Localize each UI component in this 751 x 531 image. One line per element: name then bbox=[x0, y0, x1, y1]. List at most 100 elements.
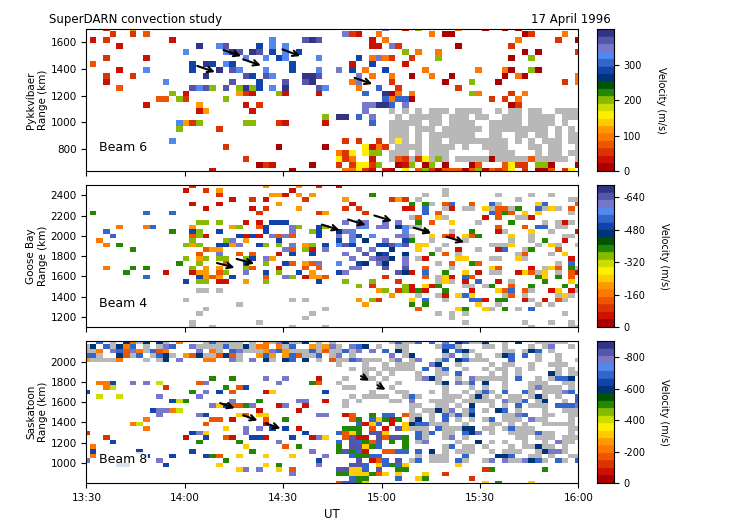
Bar bbox=[569, 207, 575, 211]
Bar bbox=[569, 408, 575, 413]
Bar bbox=[249, 435, 256, 440]
Bar bbox=[362, 435, 369, 440]
Bar bbox=[422, 440, 429, 444]
Bar bbox=[229, 61, 236, 67]
Bar bbox=[436, 293, 442, 297]
Bar bbox=[396, 362, 402, 367]
Bar bbox=[203, 84, 210, 90]
Bar bbox=[89, 335, 96, 339]
Bar bbox=[541, 404, 548, 408]
Bar bbox=[170, 335, 176, 339]
Bar bbox=[210, 404, 216, 408]
Bar bbox=[89, 444, 96, 449]
Bar bbox=[569, 376, 575, 381]
Bar bbox=[216, 339, 222, 344]
Bar bbox=[289, 188, 296, 193]
Bar bbox=[376, 256, 382, 261]
Bar bbox=[442, 279, 448, 284]
Bar bbox=[535, 132, 541, 138]
Text: Beam 8: Beam 8 bbox=[98, 453, 147, 466]
Bar bbox=[289, 229, 296, 234]
Bar bbox=[263, 390, 269, 395]
Bar bbox=[489, 458, 495, 463]
Bar bbox=[263, 229, 269, 234]
Bar bbox=[236, 385, 243, 390]
Bar bbox=[396, 43, 402, 49]
Bar bbox=[555, 288, 562, 293]
Bar bbox=[462, 108, 469, 114]
Bar bbox=[203, 390, 210, 395]
Bar bbox=[163, 79, 170, 84]
Bar bbox=[276, 404, 282, 408]
Bar bbox=[216, 288, 222, 293]
Bar bbox=[535, 353, 541, 358]
Bar bbox=[515, 431, 522, 435]
Bar bbox=[110, 381, 116, 385]
Bar bbox=[562, 449, 569, 453]
Bar bbox=[469, 202, 475, 207]
Bar bbox=[402, 238, 409, 243]
Bar bbox=[448, 316, 455, 320]
Bar bbox=[522, 422, 529, 426]
Bar bbox=[263, 207, 269, 211]
Bar bbox=[562, 225, 569, 229]
Bar bbox=[355, 261, 362, 266]
Bar bbox=[548, 150, 555, 156]
Bar bbox=[203, 207, 210, 211]
Bar bbox=[303, 197, 309, 202]
Bar bbox=[376, 225, 382, 229]
Bar bbox=[489, 376, 495, 381]
Bar bbox=[415, 138, 422, 144]
Bar bbox=[203, 266, 210, 270]
Bar bbox=[263, 358, 269, 362]
Bar bbox=[103, 381, 110, 385]
Bar bbox=[130, 266, 136, 270]
Bar bbox=[575, 197, 581, 202]
Y-axis label: Velocity (m/s): Velocity (m/s) bbox=[656, 67, 665, 134]
Bar bbox=[309, 349, 315, 353]
Bar bbox=[555, 108, 562, 114]
Bar bbox=[469, 426, 475, 431]
Bar bbox=[389, 449, 396, 453]
Bar bbox=[396, 90, 402, 97]
Bar bbox=[409, 404, 415, 408]
Bar bbox=[396, 449, 402, 453]
Bar bbox=[409, 156, 415, 162]
Bar bbox=[315, 353, 322, 358]
Bar bbox=[462, 426, 469, 431]
Bar bbox=[462, 284, 469, 288]
Bar bbox=[322, 399, 329, 404]
Bar bbox=[336, 349, 342, 353]
Bar bbox=[508, 114, 515, 121]
Bar bbox=[429, 362, 436, 367]
Bar bbox=[349, 467, 355, 472]
Bar bbox=[236, 234, 243, 238]
Bar bbox=[289, 247, 296, 252]
Bar bbox=[182, 335, 189, 339]
Bar bbox=[362, 422, 369, 426]
Bar bbox=[136, 335, 143, 339]
Bar bbox=[515, 367, 522, 372]
Bar bbox=[409, 216, 415, 220]
Bar bbox=[402, 162, 409, 168]
Bar bbox=[415, 108, 422, 114]
Bar bbox=[249, 90, 256, 97]
Bar bbox=[469, 207, 475, 211]
Bar bbox=[355, 435, 362, 440]
Bar bbox=[429, 335, 436, 339]
Bar bbox=[163, 385, 170, 390]
Bar bbox=[362, 67, 369, 73]
Bar bbox=[535, 449, 541, 453]
Bar bbox=[462, 390, 469, 395]
Bar bbox=[256, 344, 263, 349]
Bar bbox=[336, 162, 342, 168]
Bar bbox=[442, 126, 448, 132]
Bar bbox=[389, 417, 396, 422]
Bar bbox=[535, 435, 541, 440]
Bar bbox=[309, 270, 315, 275]
Bar bbox=[303, 316, 309, 320]
Bar bbox=[462, 320, 469, 325]
Bar bbox=[369, 335, 376, 339]
Bar bbox=[522, 320, 529, 325]
Bar bbox=[508, 413, 515, 417]
